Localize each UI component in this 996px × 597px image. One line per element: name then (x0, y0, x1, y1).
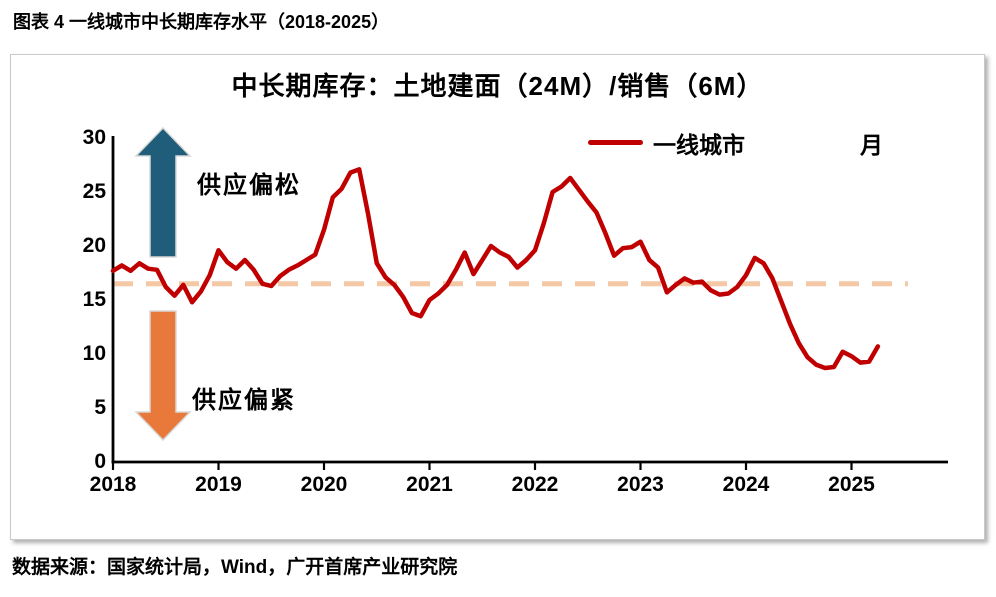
y-tick-label: 0 (94, 450, 106, 473)
y-tick-label: 20 (82, 234, 106, 257)
figure-caption: 图表 4 一线城市中长期库存水平（2018-2025） (13, 12, 390, 32)
y-tick-label: 10 (82, 342, 106, 365)
legend-line-swatch (588, 140, 643, 145)
y-tick-label: 5 (94, 396, 106, 419)
x-tick-label: 2018 (89, 473, 137, 496)
x-tick-label: 2019 (195, 473, 242, 496)
y-tick-label: 30 (82, 126, 106, 149)
x-tick-label: 2020 (300, 473, 348, 496)
series-line (110, 167, 881, 371)
axis-unit-label: 月 (860, 132, 883, 158)
x-tick-label: 2025 (828, 473, 875, 496)
down-arrow-icon (134, 310, 192, 442)
x-tick-label: 2022 (511, 473, 559, 496)
chart-title: 中长期库存：土地建面（24M）/销售（6M） (231, 71, 764, 101)
legend-series-label: 一线城市 (653, 132, 745, 158)
x-tick-label: 2021 (406, 473, 453, 496)
annotation-supply-tight: 供应偏紧 (192, 387, 296, 414)
up-arrow-icon (134, 126, 192, 258)
y-tick-label: 25 (82, 180, 106, 203)
annotation-supply-loose: 供应偏松 (197, 172, 301, 199)
y-tick-label: 15 (82, 288, 106, 311)
x-tick-label: 2024 (722, 473, 770, 496)
chart-container (10, 54, 985, 540)
x-tick-label: 2023 (617, 473, 664, 496)
data-source: 数据来源：国家统计局，Wind，广开首席产业研究院 (12, 557, 458, 578)
